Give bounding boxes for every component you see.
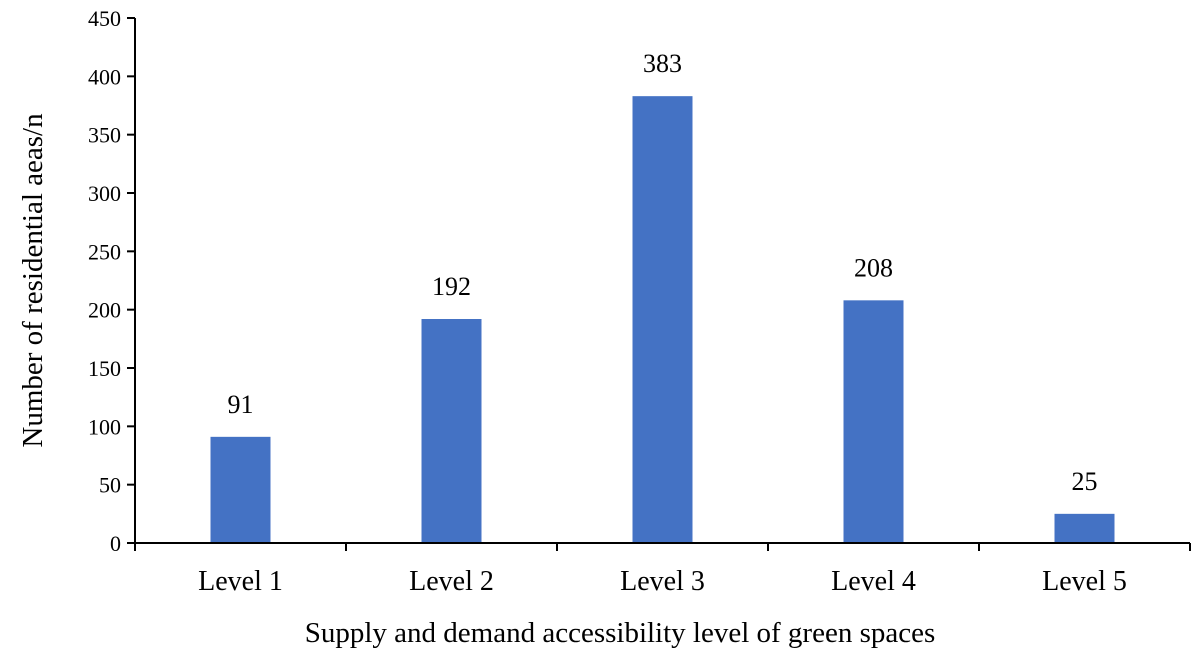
category-labels: Level 1 Level 2 Level 3 Level 4 Level 5 [198, 566, 1127, 597]
y-axis-title: Number of residential aeas/n [17, 113, 49, 448]
data-label: 208 [854, 253, 893, 282]
bar [632, 96, 693, 544]
y-tick-label: 350 [88, 123, 121, 148]
x-tick-label: Level 3 [620, 566, 705, 597]
bar [1054, 513, 1115, 543]
x-axis-title: Supply and demand accessibility level of… [305, 617, 936, 649]
bar [210, 436, 271, 543]
data-label: 91 [228, 390, 254, 419]
y-tick-label: 300 [88, 181, 121, 206]
y-axis-ticks: 0 50 100 150 200 250 300 350 400 450 [88, 6, 135, 556]
x-tick-label: Level 2 [409, 566, 494, 597]
y-tick-label: 200 [88, 298, 121, 323]
y-tick-label: 400 [88, 64, 121, 89]
y-tick-label: 450 [88, 6, 121, 31]
x-tick-label: Level 5 [1042, 566, 1127, 597]
x-tick-label: Level 4 [831, 566, 916, 597]
data-label: 383 [643, 49, 682, 78]
data-label: 192 [432, 272, 471, 301]
x-tick-label: Level 1 [198, 566, 283, 597]
y-tick-label: 0 [110, 531, 121, 556]
y-tick-label: 250 [88, 239, 121, 264]
data-label: 25 [1072, 467, 1098, 496]
y-tick-label: 50 [99, 473, 121, 498]
y-tick-label: 100 [88, 414, 121, 439]
bar [421, 319, 482, 543]
bar [843, 300, 904, 543]
bars [210, 96, 1115, 544]
y-tick-label: 150 [88, 356, 121, 381]
data-labels: 91 192 383 208 25 [228, 49, 1098, 496]
x-axis-ticks [134, 543, 1191, 551]
